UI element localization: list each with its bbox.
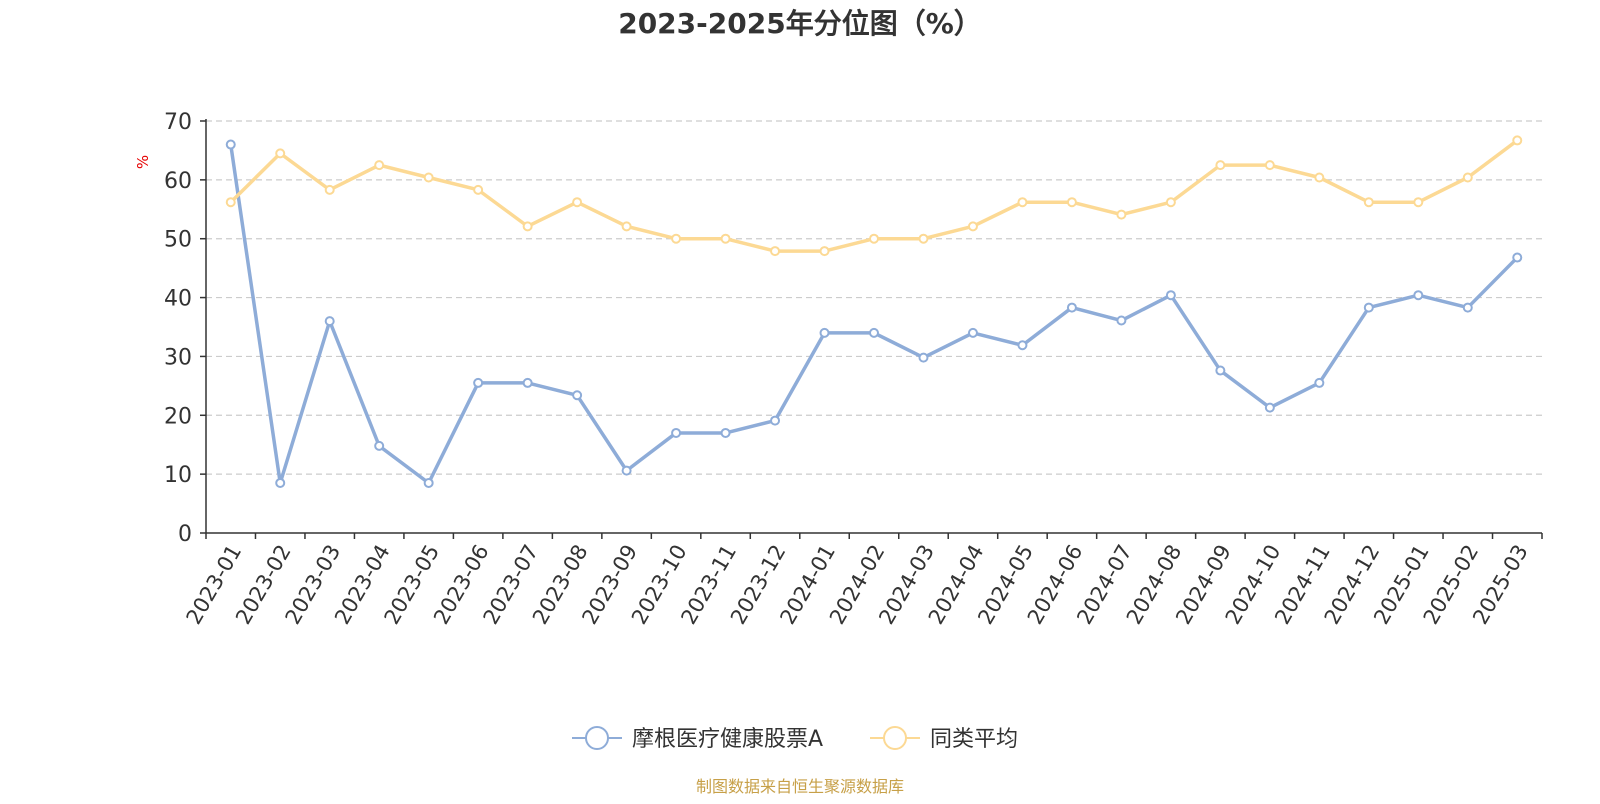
series-0 xyxy=(225,139,1523,488)
data-point[interactable] xyxy=(1116,209,1127,220)
data-point[interactable] xyxy=(324,316,335,327)
data-point[interactable] xyxy=(869,233,879,244)
data-point[interactable] xyxy=(1215,160,1226,171)
data-point[interactable] xyxy=(1413,197,1424,208)
y-tick-label: 40 xyxy=(164,287,192,312)
data-point[interactable] xyxy=(671,233,682,244)
data-point[interactable] xyxy=(275,148,286,159)
data-point[interactable] xyxy=(621,221,632,232)
data-point[interactable] xyxy=(621,465,632,476)
data-source-note: 制图数据来自恒生聚源数据库 xyxy=(696,777,904,796)
data-point[interactable] xyxy=(671,427,682,438)
data-point[interactable] xyxy=(1264,402,1275,413)
grid-lines xyxy=(206,120,1542,475)
legend-marker-icon xyxy=(883,726,907,750)
y-tick-label: 60 xyxy=(164,169,192,194)
data-point[interactable] xyxy=(1363,197,1374,208)
data-point[interactable] xyxy=(967,221,978,232)
data-point[interactable] xyxy=(819,327,830,338)
series-group xyxy=(225,135,1523,488)
data-point[interactable] xyxy=(819,246,830,257)
data-point[interactable] xyxy=(225,139,236,150)
data-point[interactable] xyxy=(1066,197,1077,208)
legend-label: 摩根医疗健康股票A xyxy=(632,727,823,752)
data-point[interactable] xyxy=(1413,290,1424,301)
data-point[interactable] xyxy=(1165,197,1176,208)
y-tick-label: 70 xyxy=(164,110,192,135)
data-point[interactable] xyxy=(572,197,583,208)
y-tick-label: 10 xyxy=(164,463,192,488)
data-point[interactable] xyxy=(1215,365,1226,376)
legend-item[interactable]: 同类平均 xyxy=(870,726,1018,752)
data-point[interactable] xyxy=(1512,252,1523,263)
data-point[interactable] xyxy=(374,440,385,451)
y-tick-label: 20 xyxy=(164,404,192,429)
data-point[interactable] xyxy=(522,221,533,232)
legend-marker-icon xyxy=(585,726,609,750)
chart-title: 2023-2025年分位图（%） xyxy=(618,7,982,40)
data-point[interactable] xyxy=(423,172,434,183)
data-point[interactable] xyxy=(473,184,484,195)
data-point[interactable] xyxy=(473,377,484,388)
data-point[interactable] xyxy=(770,246,781,257)
series-line xyxy=(228,142,1520,485)
data-point[interactable] xyxy=(1066,302,1077,313)
data-point[interactable] xyxy=(324,184,335,195)
data-point[interactable] xyxy=(572,390,583,401)
data-point[interactable] xyxy=(1462,172,1473,183)
y-tick-label: 30 xyxy=(164,345,192,370)
data-point[interactable] xyxy=(1462,302,1473,313)
data-point[interactable] xyxy=(967,327,978,338)
axes: 0102030405060702023-012023-022023-032023… xyxy=(164,110,1543,628)
data-point[interactable] xyxy=(1017,197,1028,208)
data-point[interactable] xyxy=(374,160,385,171)
data-point[interactable] xyxy=(918,352,929,363)
legend: 摩根医疗健康股票A 同类平均 xyxy=(572,726,1018,752)
data-point[interactable] xyxy=(1264,160,1275,171)
data-point[interactable] xyxy=(1116,315,1127,326)
data-point[interactable] xyxy=(1314,172,1325,183)
data-point[interactable] xyxy=(720,233,731,244)
data-point[interactable] xyxy=(1314,377,1325,388)
data-point[interactable] xyxy=(869,327,879,338)
data-point[interactable] xyxy=(522,377,533,388)
data-point[interactable] xyxy=(918,233,929,244)
data-point[interactable] xyxy=(275,477,286,488)
legend-label: 同类平均 xyxy=(930,727,1018,752)
series-1 xyxy=(225,135,1523,257)
data-point[interactable] xyxy=(770,415,781,426)
data-point[interactable] xyxy=(1017,340,1028,351)
data-point[interactable] xyxy=(423,477,434,488)
y-tick-label: 50 xyxy=(164,228,192,253)
data-point[interactable] xyxy=(225,197,236,208)
data-point[interactable] xyxy=(1512,135,1523,146)
data-point[interactable] xyxy=(720,427,731,438)
data-point[interactable] xyxy=(1165,290,1176,301)
y-axis-label: % xyxy=(134,155,152,169)
legend-item[interactable]: 摩根医疗健康股票A xyxy=(572,726,823,752)
data-point[interactable] xyxy=(1363,302,1374,313)
y-tick-label: 0 xyxy=(178,522,192,547)
